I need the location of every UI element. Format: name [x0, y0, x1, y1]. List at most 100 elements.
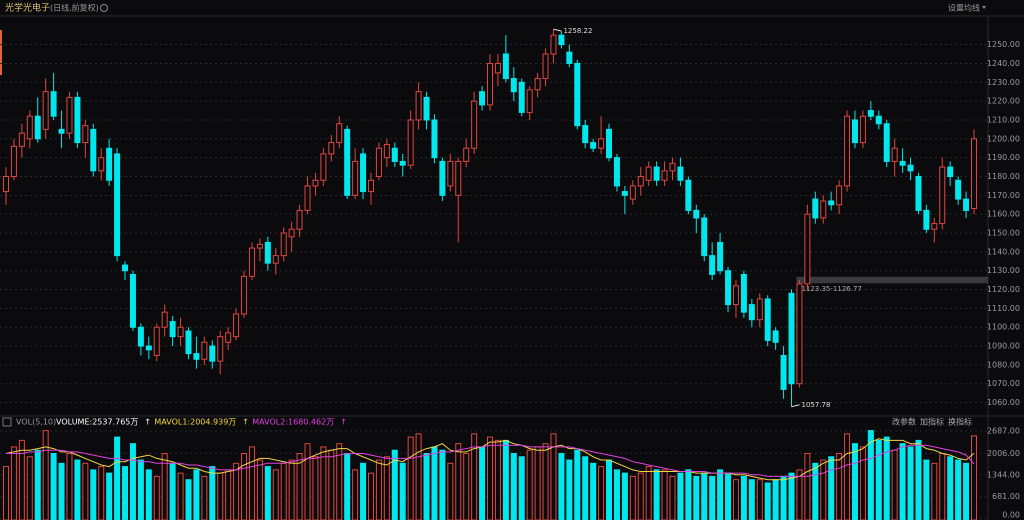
candle-body — [661, 170, 668, 181]
volume-bar — [661, 469, 668, 520]
volume-bar — [725, 472, 732, 520]
volume-bar — [423, 452, 430, 520]
volume-bar — [98, 466, 105, 520]
candle-body — [963, 198, 970, 211]
candle-body — [375, 147, 382, 177]
candle-body — [336, 123, 343, 144]
candle-body — [407, 119, 414, 166]
volume-bar — [907, 446, 914, 520]
volume-legend: MAVOL1:2004.939万 — [154, 418, 236, 427]
indicator-button[interactable]: 换指标 — [948, 417, 972, 427]
volume-bar — [320, 446, 327, 520]
volume-bar — [328, 449, 335, 520]
candle-body — [129, 273, 136, 328]
volume-bar — [653, 469, 660, 520]
volume-bar — [312, 456, 319, 520]
volume-bar — [304, 443, 311, 520]
volume-bar — [788, 472, 795, 520]
volume-bar — [463, 452, 470, 520]
y-tick-label: 1180.00 — [987, 172, 1020, 181]
candle-body — [391, 147, 398, 162]
candle-body — [494, 62, 501, 74]
candle-body — [304, 185, 311, 211]
collapse-icon[interactable] — [2, 417, 12, 427]
y-tick-label: 1190.00 — [987, 153, 1020, 162]
candle-body — [10, 145, 17, 177]
indicator-button[interactable]: 加指标 — [920, 417, 944, 427]
volume-bar — [106, 472, 113, 520]
candle-body — [328, 142, 335, 155]
volume-bar — [153, 475, 160, 520]
candle-body — [58, 128, 65, 134]
volume-ma-line — [6, 444, 975, 477]
volume-bar — [447, 462, 454, 520]
candle-body — [153, 326, 160, 356]
annotation-arrow — [791, 404, 800, 408]
candle-body — [725, 270, 732, 306]
volume-bar — [518, 456, 525, 520]
candle-body — [923, 209, 930, 230]
candle-body — [320, 153, 327, 181]
annotation-label: 1258.22 — [563, 27, 592, 35]
candle-body — [487, 62, 493, 106]
candle-body — [161, 311, 168, 328]
volume-bar — [487, 436, 493, 520]
candle-body — [26, 115, 33, 140]
volume-bar — [431, 446, 438, 520]
settings-icon[interactable] — [100, 4, 108, 12]
volume-bar — [629, 475, 636, 520]
candle-body — [756, 298, 763, 321]
candle-body — [598, 138, 605, 149]
volume-tick-label: 0.00 — [1002, 511, 1020, 520]
indicator-button[interactable]: 改参数 — [892, 417, 916, 427]
candle-body — [883, 123, 890, 162]
volume-bar — [685, 469, 692, 520]
volume-bar — [574, 449, 581, 520]
candle-body — [233, 313, 240, 338]
dropdown-arrow[interactable] — [982, 6, 986, 9]
volume-bar — [709, 475, 716, 520]
volume-bar — [963, 462, 970, 520]
volume-bar — [161, 452, 168, 520]
volume-bar — [90, 469, 97, 520]
volume-header: VOL(5,10) — [16, 418, 56, 427]
volume-bar — [177, 472, 184, 520]
volume-bar — [367, 472, 374, 520]
candle-body — [106, 147, 113, 181]
volume-bar — [50, 452, 57, 520]
y-tick-label: 1250.00 — [987, 40, 1020, 49]
y-tick-label: 1120.00 — [987, 285, 1020, 294]
volume-bar — [701, 472, 708, 520]
candle-body — [74, 96, 81, 144]
volume-bar — [264, 466, 271, 520]
volume-bar — [875, 439, 882, 520]
candle-body — [510, 78, 517, 93]
volume-bar — [558, 452, 565, 520]
volume-bar — [812, 462, 819, 520]
volume-bar — [645, 466, 652, 520]
volume-legend: VOLUME:2537.765万 — [56, 418, 138, 427]
volume-bar — [939, 452, 946, 520]
volume-bar — [256, 459, 263, 520]
candle-body — [256, 243, 263, 249]
candle-body — [502, 53, 509, 80]
candle-body — [137, 326, 144, 347]
candle-body — [90, 128, 97, 172]
candle-body — [217, 336, 224, 362]
volume-tick-label: 2687.00 — [987, 426, 1020, 435]
candle-body — [812, 198, 819, 219]
volume-bar — [34, 449, 41, 520]
settings-button[interactable]: 设置均线 — [948, 3, 980, 13]
candle-body — [534, 78, 541, 91]
candle-body — [939, 166, 946, 225]
volume-bar — [677, 472, 684, 520]
volume-bar — [598, 466, 605, 520]
candle-body — [383, 143, 390, 159]
candle-body — [669, 162, 676, 172]
candle-body — [772, 330, 779, 343]
candle-body — [685, 179, 692, 211]
volume-bar — [971, 435, 977, 520]
y-tick-label: 1200.00 — [987, 134, 1020, 143]
candle-body — [971, 138, 977, 210]
candle-body — [613, 157, 620, 187]
